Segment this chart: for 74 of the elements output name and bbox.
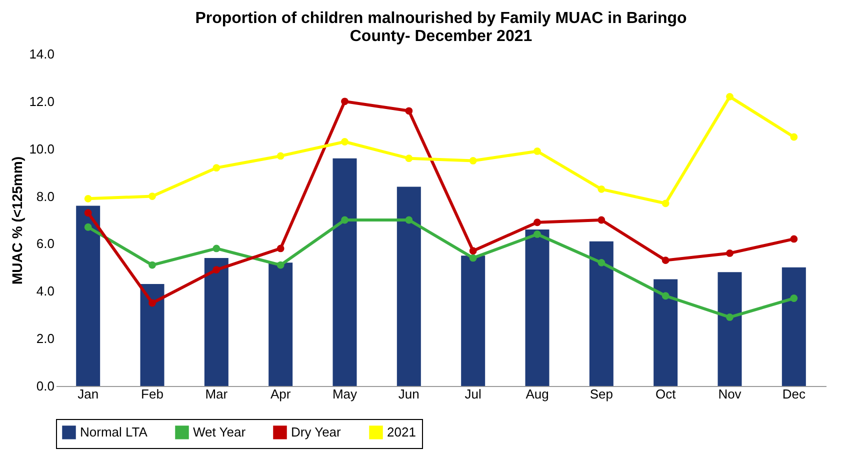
x-tick-label: Jan — [78, 386, 99, 402]
point — [662, 200, 670, 208]
chart-title: Proportion of children malnourished by Family MUAC in Baringo County- December 2021 — [195, 10, 688, 45]
point — [598, 185, 606, 193]
point — [790, 235, 798, 243]
point — [598, 216, 606, 224]
bar — [461, 256, 486, 386]
point — [790, 133, 798, 141]
point — [148, 299, 156, 307]
point — [469, 254, 477, 262]
bar — [782, 267, 806, 386]
point — [726, 250, 734, 257]
bar — [654, 279, 678, 386]
bar — [525, 229, 550, 386]
legend-label: Normal LTA — [80, 424, 148, 440]
y-tick-label: 6.0 — [36, 236, 54, 252]
x-tick-label: Aug — [526, 386, 549, 402]
bar — [332, 158, 357, 386]
x-tick-label: Mar — [205, 386, 228, 402]
bar — [204, 258, 228, 386]
y-axis-title: MUAC % (<125mm) — [9, 156, 26, 284]
point — [534, 148, 541, 155]
bar — [140, 284, 164, 386]
point — [212, 244, 220, 252]
point — [534, 218, 541, 226]
point — [534, 230, 541, 238]
bar — [396, 186, 421, 386]
y-tick-label: 2.0 — [36, 331, 54, 346]
point — [148, 261, 156, 269]
point — [662, 256, 670, 264]
point — [212, 266, 220, 274]
y-tick-label: 10.0 — [29, 141, 54, 156]
x-tick-label: Jun — [398, 386, 420, 402]
x-tick-label: Oct — [655, 386, 676, 402]
point — [726, 92, 734, 100]
bar — [589, 241, 614, 386]
legend-label: 2021 — [387, 424, 416, 440]
y-tick-label: 14.0 — [29, 46, 54, 62]
x-tick-label: Dec — [782, 386, 806, 402]
point — [469, 157, 477, 164]
x-tick-label: Sep — [590, 386, 613, 402]
point — [341, 216, 348, 224]
bar — [268, 262, 293, 386]
x-tick-label: Nov — [718, 386, 742, 402]
point — [276, 152, 284, 160]
legend-label: Wet Year — [193, 424, 246, 440]
point — [662, 292, 670, 300]
bar — [76, 206, 100, 386]
x-tick-label: Apr — [270, 386, 292, 402]
point — [276, 261, 284, 269]
point — [341, 138, 348, 146]
point — [598, 258, 606, 266]
point — [405, 154, 413, 162]
point — [726, 314, 734, 321]
point — [84, 223, 92, 231]
y-tick-label: 12.0 — [29, 94, 54, 109]
point — [405, 107, 413, 115]
x-tick-label: Jul — [464, 386, 482, 402]
bar — [718, 272, 742, 386]
x-tick-label: May — [332, 386, 358, 402]
point — [84, 209, 92, 217]
point — [790, 294, 798, 302]
y-tick-label: 8.0 — [36, 188, 54, 204]
y-tick-label: 0.0 — [36, 378, 54, 394]
point — [276, 244, 284, 252]
y-tick-label: 4.0 — [36, 284, 54, 299]
point — [148, 192, 156, 200]
legend-label: Dry Year — [291, 424, 342, 440]
point — [84, 194, 92, 202]
point — [405, 216, 413, 224]
x-tick-label: Feb — [141, 386, 164, 402]
point — [469, 247, 477, 255]
point — [212, 164, 220, 172]
point — [341, 98, 348, 106]
